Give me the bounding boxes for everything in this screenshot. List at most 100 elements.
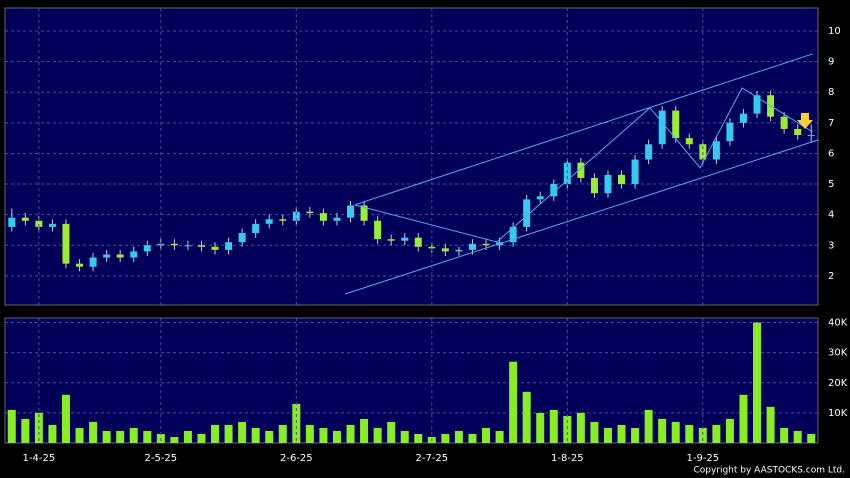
candle-body <box>712 141 720 160</box>
candle-body <box>48 223 56 227</box>
volume-bar <box>89 421 98 443</box>
y-tick-label: 8 <box>828 87 834 98</box>
volume-panel <box>4 317 819 444</box>
candle-body <box>550 184 558 197</box>
candle-body <box>211 246 219 250</box>
candle-body <box>184 245 192 247</box>
y-tick-label: 7 <box>828 118 834 129</box>
y-tick-label: 4 <box>828 210 834 221</box>
volume-bar <box>170 436 179 443</box>
volume-bar <box>265 430 274 443</box>
candle-body <box>658 110 666 145</box>
candle-body <box>455 249 463 252</box>
volume-bar <box>129 427 138 443</box>
volume-bar <box>143 430 152 443</box>
volume-bar <box>387 421 396 443</box>
candle-body <box>482 243 490 246</box>
volume-bar <box>61 394 70 443</box>
volume-bar <box>305 424 314 443</box>
volume-bar <box>468 433 477 443</box>
volume-bar <box>671 421 680 443</box>
candle-body <box>197 245 205 247</box>
candle-body <box>618 174 626 185</box>
volume-bar <box>549 409 558 443</box>
volume-bar <box>522 391 531 443</box>
candle-body <box>631 159 639 185</box>
volume-bar <box>482 427 491 443</box>
candle-body <box>21 217 29 221</box>
volume-bar <box>332 430 341 443</box>
volume-bar <box>454 430 463 443</box>
y-tick-label: 20K <box>828 378 848 389</box>
candle-body <box>170 243 178 246</box>
volume-bar <box>373 427 382 443</box>
x-tick-label: 2-7-25 <box>415 453 448 464</box>
candle-body <box>563 162 571 185</box>
volume-bar <box>603 427 612 443</box>
candle-body <box>699 144 707 160</box>
candle-body <box>753 95 761 114</box>
volume-bar <box>102 430 111 443</box>
volume-bar <box>739 394 748 443</box>
candle-body <box>225 242 233 250</box>
volume-bar <box>197 433 206 443</box>
volume-bar <box>116 430 125 443</box>
candle-body <box>685 138 693 145</box>
candle-body <box>319 213 327 221</box>
candle-body <box>794 128 802 136</box>
candle-body <box>252 223 260 234</box>
y-tick-label: 5 <box>828 179 834 190</box>
candle-body <box>89 257 97 267</box>
trend-line <box>354 53 813 206</box>
candle-body <box>333 217 341 221</box>
candle-body <box>279 219 287 221</box>
candle-body <box>441 248 449 252</box>
x-tick-label: 1-8-25 <box>551 453 584 464</box>
volume-bar <box>441 433 450 443</box>
candle-body <box>739 113 747 123</box>
candle-body <box>645 144 653 160</box>
candle-body <box>414 237 422 247</box>
y-tick-label: 10K <box>828 408 848 419</box>
y-tick-label: 6 <box>828 148 834 159</box>
volume-bar <box>590 421 599 443</box>
candle-body <box>401 237 409 241</box>
volume-bar <box>495 430 504 443</box>
volume-bar <box>780 427 789 443</box>
candle-body <box>347 205 355 218</box>
x-tick-label: 1-9-25 <box>686 453 719 464</box>
candle-body <box>238 233 246 243</box>
volume-bar <box>617 424 626 443</box>
x-tick-label: 2-5-25 <box>144 453 177 464</box>
candle-body <box>536 196 544 200</box>
candle-body <box>374 220 382 240</box>
volume-bar <box>278 424 287 443</box>
trend-line <box>344 139 819 295</box>
y-tick-label: 10 <box>828 26 841 37</box>
volume-bar <box>75 427 84 443</box>
candle-body <box>590 177 598 194</box>
candle-body <box>726 122 734 142</box>
volume-bar <box>766 406 775 443</box>
volume-bar <box>346 424 355 443</box>
candle-body <box>604 174 612 194</box>
volume-bar <box>319 427 328 443</box>
volume-bar <box>224 424 233 443</box>
candle-body <box>76 263 84 267</box>
candle-body <box>387 239 395 241</box>
y-tick-label: 3 <box>828 240 834 251</box>
volume-bar <box>251 427 260 443</box>
volume-bar <box>238 421 247 443</box>
volume-bar <box>793 430 802 443</box>
candle-body <box>292 211 300 221</box>
candle-body <box>8 217 16 227</box>
volume-bar <box>21 418 30 443</box>
price-panel <box>4 7 819 306</box>
x-tick-label: 1-4-25 <box>23 453 56 464</box>
volume-bar <box>644 409 653 443</box>
candle-body <box>468 243 476 250</box>
volume-bar <box>211 424 220 443</box>
candle-body <box>780 116 788 129</box>
copyright: Copyright by AASTOCKS.com Ltd. <box>693 466 845 476</box>
